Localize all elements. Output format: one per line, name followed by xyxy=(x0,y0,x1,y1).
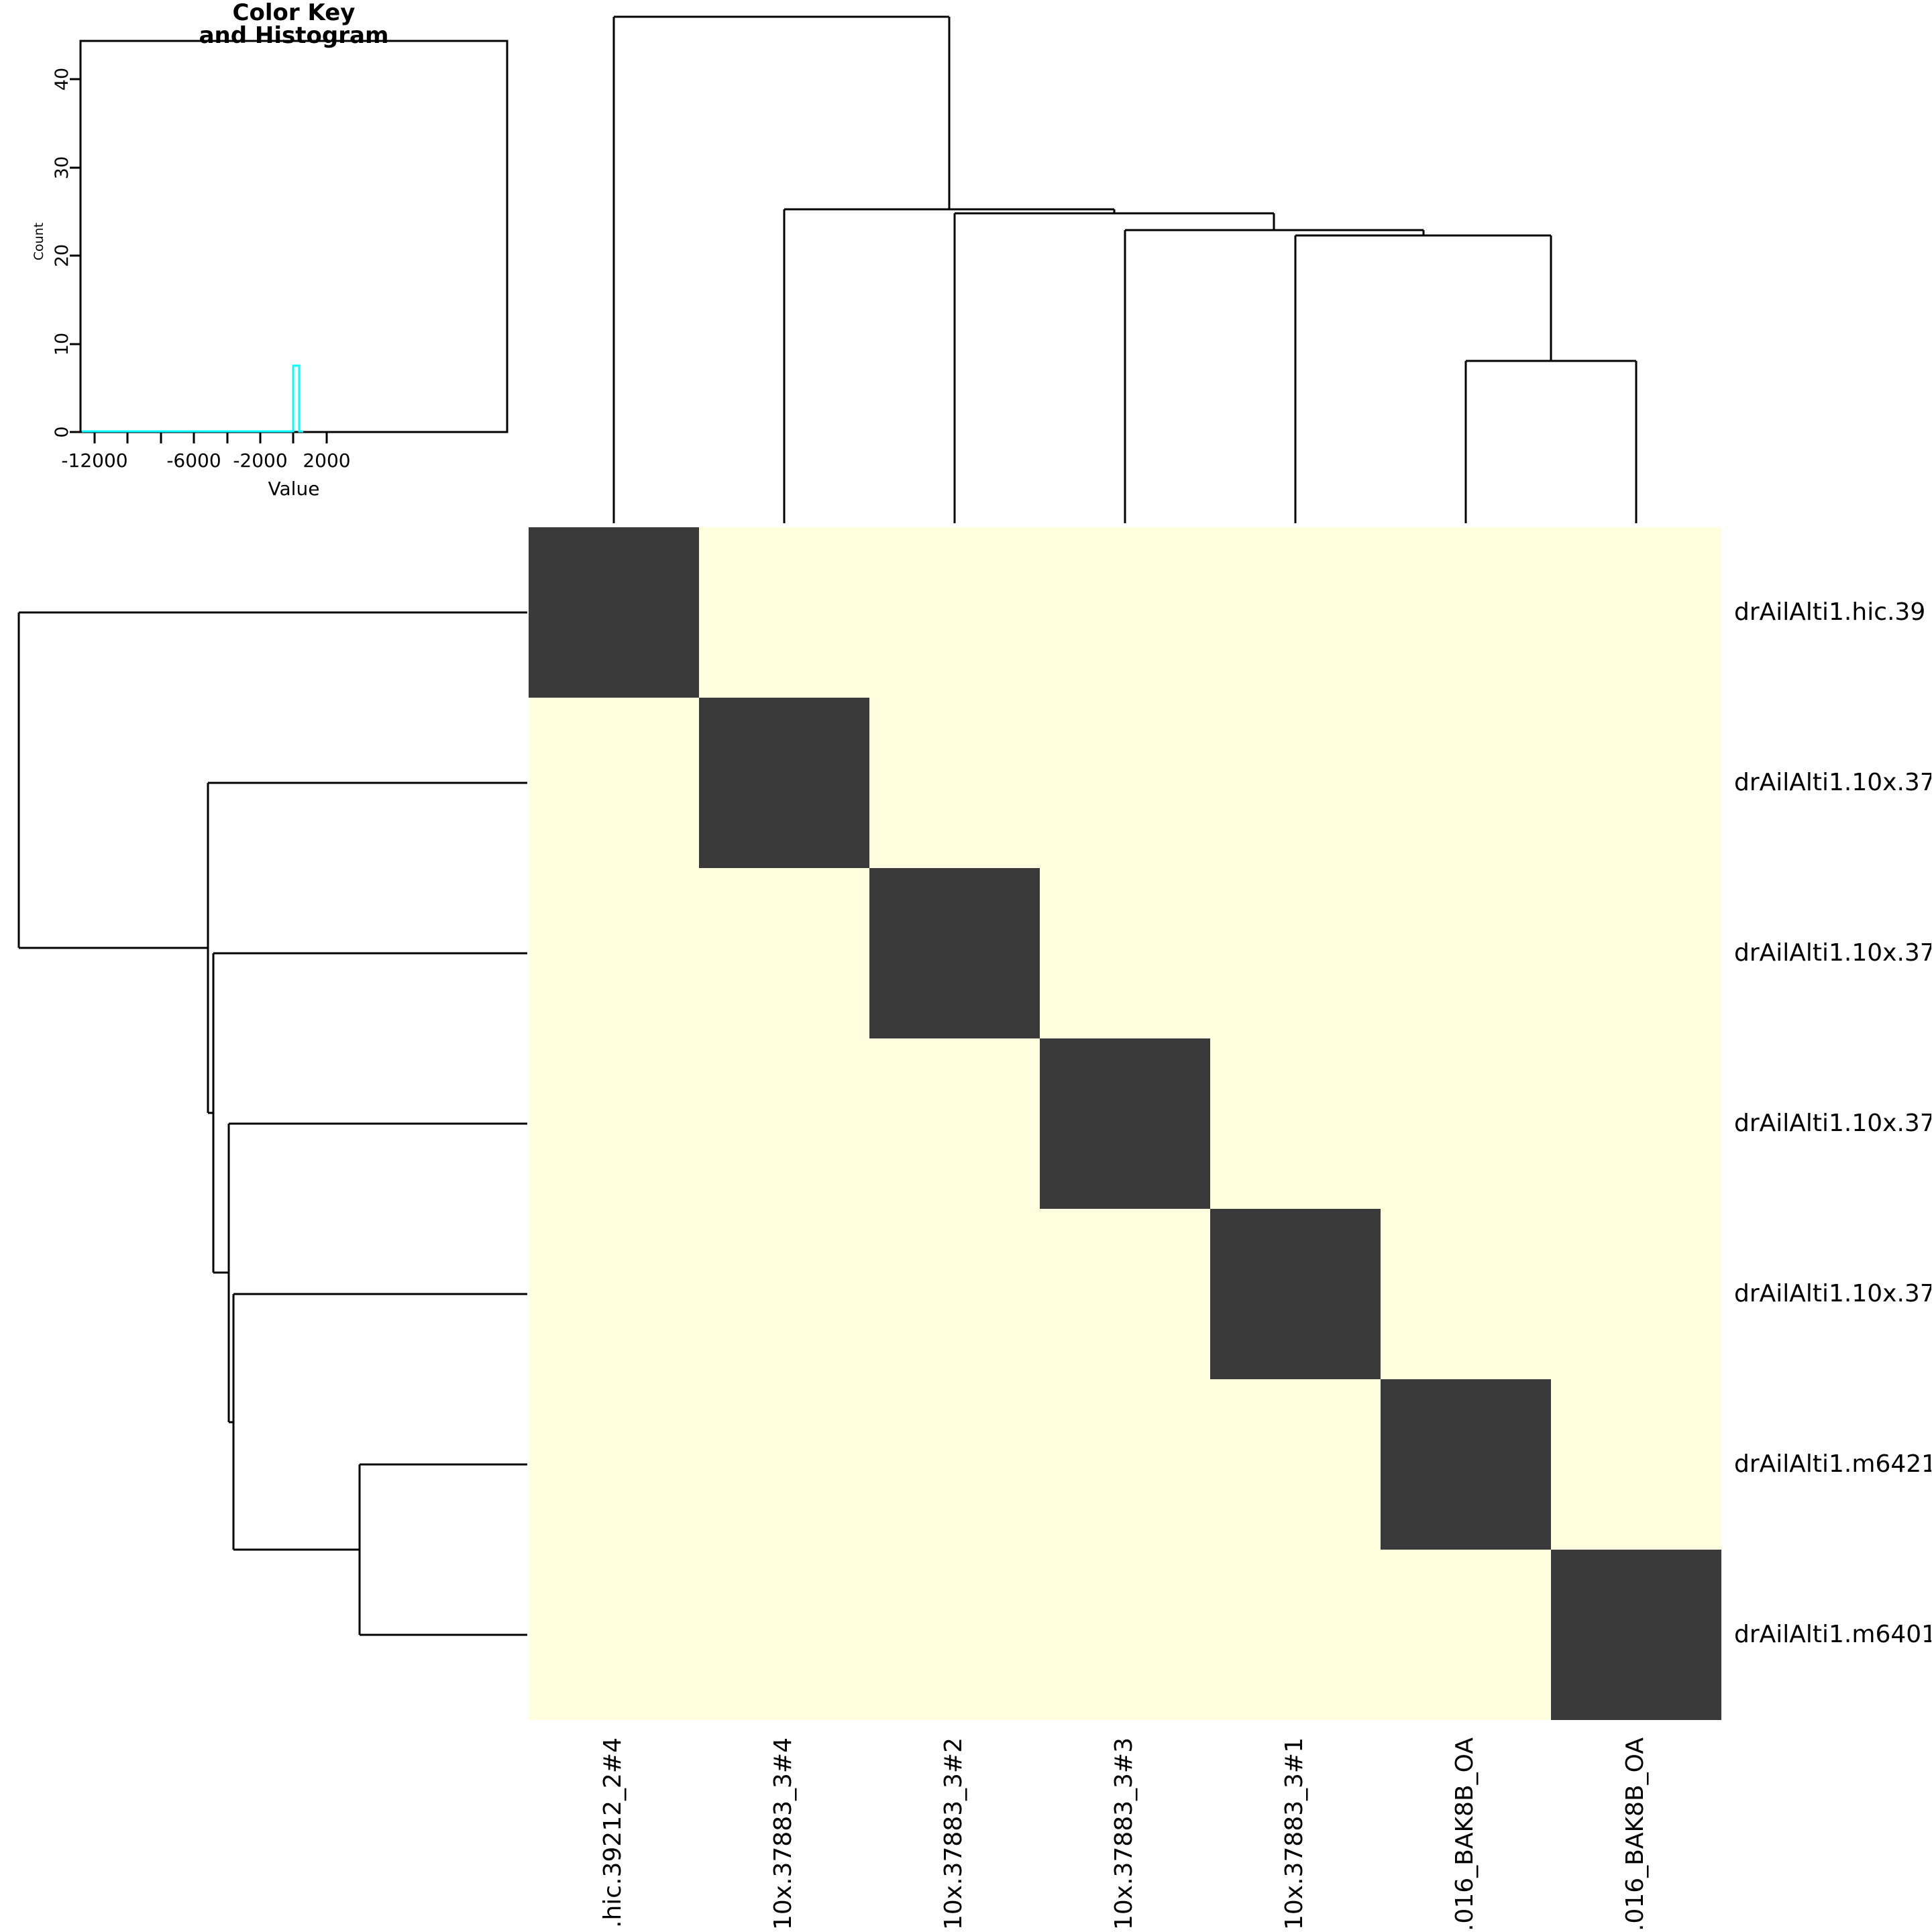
heatmap-cell xyxy=(1551,1038,1721,1209)
heatmap-cell xyxy=(1040,527,1210,698)
y-tick-label: 0 xyxy=(52,426,72,438)
heatmap-column-label: .016_BAK8B_OA xyxy=(1451,1737,1479,1932)
heatmap-cell xyxy=(1210,868,1381,1038)
heatmap-cell xyxy=(1040,868,1210,1038)
heatmap-cell xyxy=(869,1209,1040,1379)
heatmap-cell xyxy=(1210,1550,1381,1720)
heatmap-row-label: drAilAlti1.hic.39 xyxy=(1734,598,1926,626)
heatmap-cell xyxy=(1040,1209,1210,1379)
heatmap-cell xyxy=(1210,1038,1381,1209)
heatmap-column-label-text: 10x.37883_3#4 xyxy=(769,1737,797,1931)
heatmap-cell xyxy=(699,1209,869,1379)
heatmap-cell xyxy=(869,698,1040,868)
heatmap-cell xyxy=(699,527,869,698)
color-key-title-line1: Color Key xyxy=(232,0,356,26)
heatmap-cell xyxy=(1381,698,1551,868)
heatmap-cell xyxy=(1381,868,1551,1038)
heatmap-cell xyxy=(529,1550,699,1720)
heatmap-column-label: 10x.37883_3#2 xyxy=(940,1737,968,1932)
heatmap-cell xyxy=(1381,1550,1551,1720)
heatmap-row-label: drAilAlti1.m6421 xyxy=(1734,1450,1931,1478)
color-key-x-axis-label: Value xyxy=(268,478,320,500)
heatmap-row-label: drAilAlti1.10x.37 xyxy=(1734,769,1931,796)
y-tick-label: 40 xyxy=(52,67,72,91)
heatmap-column-label: 10x.37883_3#1 xyxy=(1281,1737,1309,1932)
heatmap-cell xyxy=(1551,1209,1721,1379)
color-key-histogram-line xyxy=(82,364,303,433)
heatmap-cell xyxy=(529,1209,699,1379)
y-tick-label: 20 xyxy=(52,244,72,268)
y-tick-label: 10 xyxy=(52,332,72,356)
heatmap-column-label-text: .hic.39212_2#4 xyxy=(599,1737,627,1928)
heatmap-column-label: .016_BAK8B_OA xyxy=(1621,1737,1650,1932)
heatmap-column-label-text: .016_BAK8B_OA xyxy=(1621,1737,1649,1932)
x-tick-label: -2000 xyxy=(233,449,288,472)
heatmap-row-label: drAilAlti1.10x.37 xyxy=(1734,1110,1931,1137)
heatmap-cell xyxy=(1040,1379,1210,1550)
x-tick-label: -6000 xyxy=(166,449,221,472)
heatmap-cell xyxy=(529,1379,699,1550)
heatmap-cell xyxy=(699,1379,869,1550)
heatmap-cell xyxy=(1210,698,1381,868)
heatmap-cell xyxy=(1551,1379,1721,1550)
heatmap-cell xyxy=(1210,527,1381,698)
heatmap-column-label-text: 10x.37883_3#1 xyxy=(1281,1737,1308,1931)
x-tick-label: 2000 xyxy=(303,449,351,472)
heatmap-cell xyxy=(529,868,699,1038)
heatmap-column-label: 10x.37883_3#3 xyxy=(1110,1737,1138,1932)
heatmap-cell xyxy=(869,1379,1040,1550)
heatmap-cell xyxy=(1381,1209,1551,1379)
heatmap-cell xyxy=(1040,1550,1210,1720)
heatmap-cell xyxy=(1551,868,1721,1038)
heatmap-row-label: drAilAlti1.m6401 xyxy=(1734,1621,1931,1648)
heatmap-cell xyxy=(1040,698,1210,868)
heatmap-cell xyxy=(869,1038,1040,1209)
heatmap-cell xyxy=(869,1550,1040,1720)
heatmap-column-label: .hic.39212_2#4 xyxy=(599,1737,627,1932)
heatmap-cell xyxy=(1551,527,1721,698)
heatmap-cell xyxy=(529,1038,699,1209)
heatmap-diagonal-cell xyxy=(699,698,869,868)
heatmap-row-label: drAilAlti1.10x.37 xyxy=(1734,1280,1931,1307)
heatmap-column-label-text: .016_BAK8B_OA xyxy=(1451,1737,1479,1932)
color-key-title-line2: and Histogram xyxy=(199,22,389,49)
heatmap-diagonal-cell xyxy=(1381,1379,1551,1550)
heatmap-cell xyxy=(1381,527,1551,698)
heatmap-cell xyxy=(699,1038,869,1209)
heatmap-diagonal-cell xyxy=(1551,1550,1721,1720)
heatmap-diagonal-cell xyxy=(529,527,699,698)
heatmap-cell xyxy=(869,527,1040,698)
heatmap-cell xyxy=(1381,1038,1551,1209)
heatmap-cell xyxy=(699,1550,869,1720)
heatmap-cell xyxy=(1551,698,1721,868)
heatmap-cell xyxy=(1210,1379,1381,1550)
heatmap-diagonal-cell xyxy=(869,868,1040,1038)
heatmap-column-label-text: 10x.37883_3#3 xyxy=(1110,1737,1138,1931)
color-key-y-axis-label: Count xyxy=(32,222,46,261)
y-tick-label: 30 xyxy=(52,156,72,180)
heatmap-diagonal-cell xyxy=(1040,1038,1210,1209)
heatmap-column-label-text: 10x.37883_3#2 xyxy=(940,1737,967,1931)
x-tick-label: -12000 xyxy=(61,449,128,472)
heatmap-diagonal-cell xyxy=(1210,1209,1381,1379)
heatmap-row-label: drAilAlti1.10x.37 xyxy=(1734,939,1931,967)
heatmap-column-label: 10x.37883_3#4 xyxy=(769,1737,798,1932)
heatmap-cell xyxy=(529,698,699,868)
heatmap-cell xyxy=(699,868,869,1038)
